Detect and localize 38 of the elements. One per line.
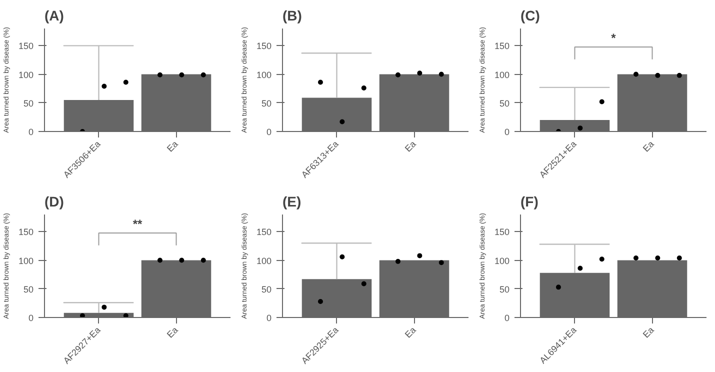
y-tick-label: 50 xyxy=(23,284,34,294)
y-tick-label: 100 xyxy=(18,70,34,80)
y-tick-label: 150 xyxy=(18,41,34,52)
y-tick-label: 100 xyxy=(494,256,510,266)
y-tick-label: 100 xyxy=(256,256,272,266)
y-tick-label: 50 xyxy=(23,98,34,108)
x-tick-label: Ea xyxy=(640,324,656,340)
annotation: ** xyxy=(132,217,142,232)
x-tick-label: Ea xyxy=(402,138,418,154)
y-tick-label: 0 xyxy=(504,127,510,137)
annotation: * xyxy=(611,31,616,46)
x-tick-label: Ea xyxy=(402,324,418,340)
chart-title: (C) xyxy=(520,8,540,24)
y-tick-label: 100 xyxy=(18,256,34,266)
y-tick-label: 150 xyxy=(256,227,272,238)
y-tick-label: 150 xyxy=(494,227,510,238)
chart-title: (E) xyxy=(282,194,302,210)
y-tick-label: 50 xyxy=(261,98,272,108)
y-tick-label: 0 xyxy=(28,313,34,323)
y-tick-label: 0 xyxy=(504,313,510,323)
chart-title: (B) xyxy=(282,8,302,24)
x-tick-label: Ea xyxy=(164,138,180,154)
y-tick-label: 0 xyxy=(266,127,272,137)
y-tick-label: 100 xyxy=(256,70,272,80)
chart-title: (F) xyxy=(520,194,538,210)
x-tick-label: Ea xyxy=(164,324,180,340)
chart-title: (D) xyxy=(44,194,64,210)
y-tick-label: 0 xyxy=(266,313,272,323)
y-tick-label: 100 xyxy=(494,70,510,80)
y-tick-label: 50 xyxy=(261,284,272,294)
y-tick-label: 0 xyxy=(28,127,34,137)
chart-title: (A) xyxy=(44,8,64,24)
y-tick-label: 150 xyxy=(18,227,34,238)
y-tick-label: 50 xyxy=(499,284,510,294)
y-tick-label: 50 xyxy=(499,98,510,108)
y-tick-label: 150 xyxy=(256,41,272,52)
x-tick-label: Ea xyxy=(640,138,656,154)
y-tick-label: 150 xyxy=(494,41,510,52)
